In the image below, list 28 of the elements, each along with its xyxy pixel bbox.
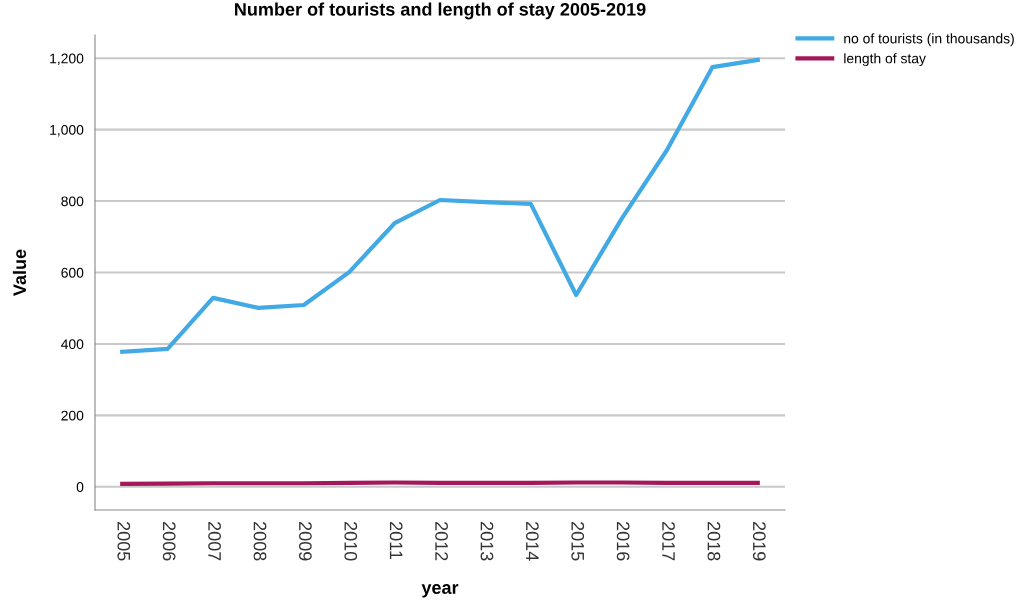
x-axis-title: year bbox=[421, 584, 459, 598]
x-tick-label: 2016 bbox=[616, 522, 630, 561]
y-axis-title: Value bbox=[12, 249, 27, 296]
x-tick-label: 2010 bbox=[344, 522, 358, 561]
x-tick-label: 2012 bbox=[435, 522, 448, 561]
x-tick-label: 2014 bbox=[525, 522, 539, 561]
legend-label: no of tourists (in thousands) bbox=[844, 33, 1014, 47]
x-tick-label: 2006 bbox=[162, 522, 176, 561]
y-tick-label: 1,200 bbox=[50, 53, 84, 66]
line-series bbox=[120, 57, 760, 354]
x-tick-label: 2008 bbox=[253, 522, 267, 561]
chart-title: Number of tourists and length of stay 2005-2019 bbox=[235, 2, 646, 20]
x-tick-label: 2019 bbox=[752, 522, 766, 561]
x-tick-label: 2005 bbox=[117, 522, 131, 561]
x-tick-label: 2007 bbox=[208, 522, 221, 561]
y-tick-label: 0 bbox=[76, 482, 84, 492]
y-tick-label: 1,000 bbox=[50, 124, 84, 137]
y-tick-label: 600 bbox=[61, 267, 84, 278]
x-tick-label: 2015 bbox=[571, 522, 585, 561]
y-tick-label: 800 bbox=[61, 196, 84, 207]
x-tick-label: 2011 bbox=[389, 522, 403, 560]
legend-label: length of stay bbox=[844, 53, 926, 67]
x-tick-label: 2017 bbox=[662, 522, 675, 561]
x-tick-label: 2009 bbox=[298, 522, 312, 561]
y-tick-label: 400 bbox=[61, 339, 84, 350]
x-tick-label: 2018 bbox=[707, 522, 721, 561]
y-tick-label: 200 bbox=[61, 410, 84, 421]
x-tick-label: 2013 bbox=[480, 522, 494, 561]
